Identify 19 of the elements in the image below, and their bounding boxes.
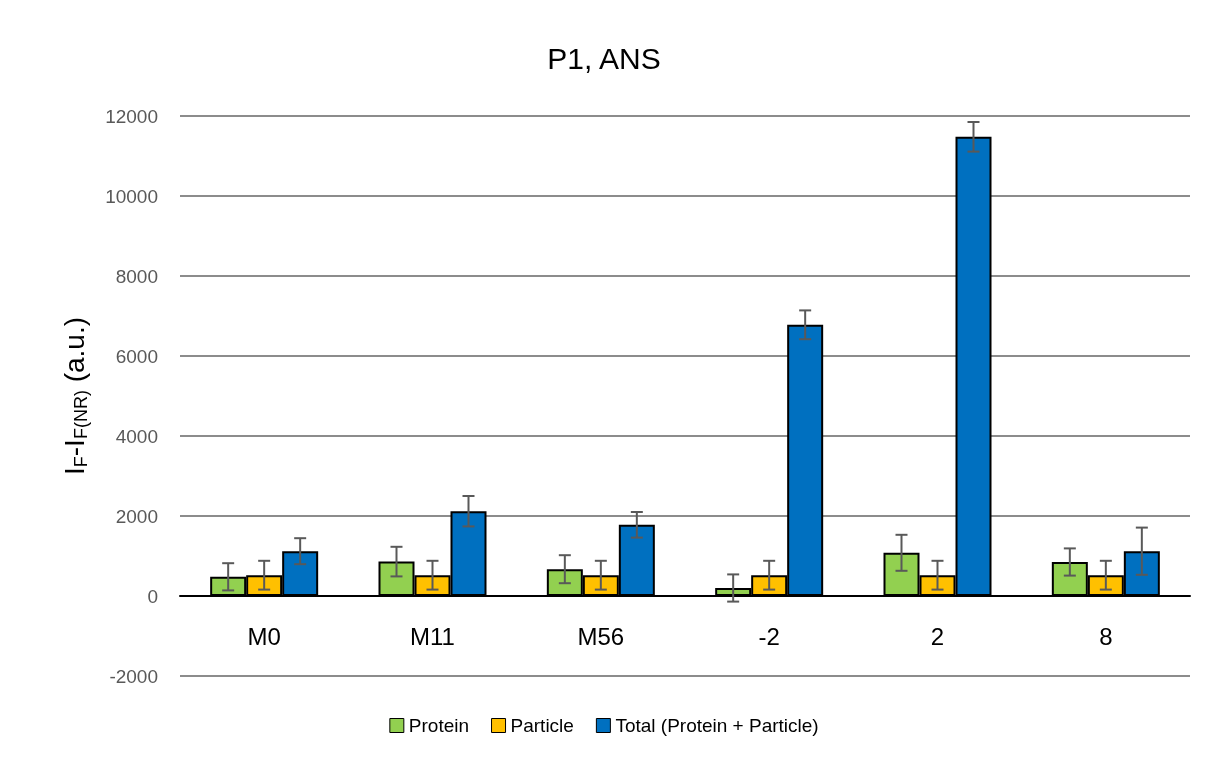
x-tick-label: -2 [758,622,780,650]
y-tick-label: -2000 [109,665,158,687]
y-axis-title: IF-IF(NR) (a.u.) [58,317,91,475]
legend-label: Protein [408,715,470,736]
y-tick-label: 2000 [115,505,158,527]
y-tick-label: 4000 [115,425,158,447]
x-tick-label: M0 [247,622,281,650]
chart-title: P1, ANS [547,41,661,75]
y-tick-label: 12000 [105,105,158,127]
y-tick-label: 6000 [115,345,158,367]
y-tick-label: 8000 [115,265,158,287]
x-tick-label: 8 [1099,622,1113,650]
x-tick-label: M11 [410,622,455,650]
x-tick-label: 2 [930,622,945,650]
y-tick-label: 10000 [105,185,158,207]
legend-label: Total (Protein + Particle) [615,715,819,736]
y-tick-label: 0 [147,585,158,607]
x-tick-label: M56 [577,622,625,650]
legend-label: Particle [510,715,574,736]
